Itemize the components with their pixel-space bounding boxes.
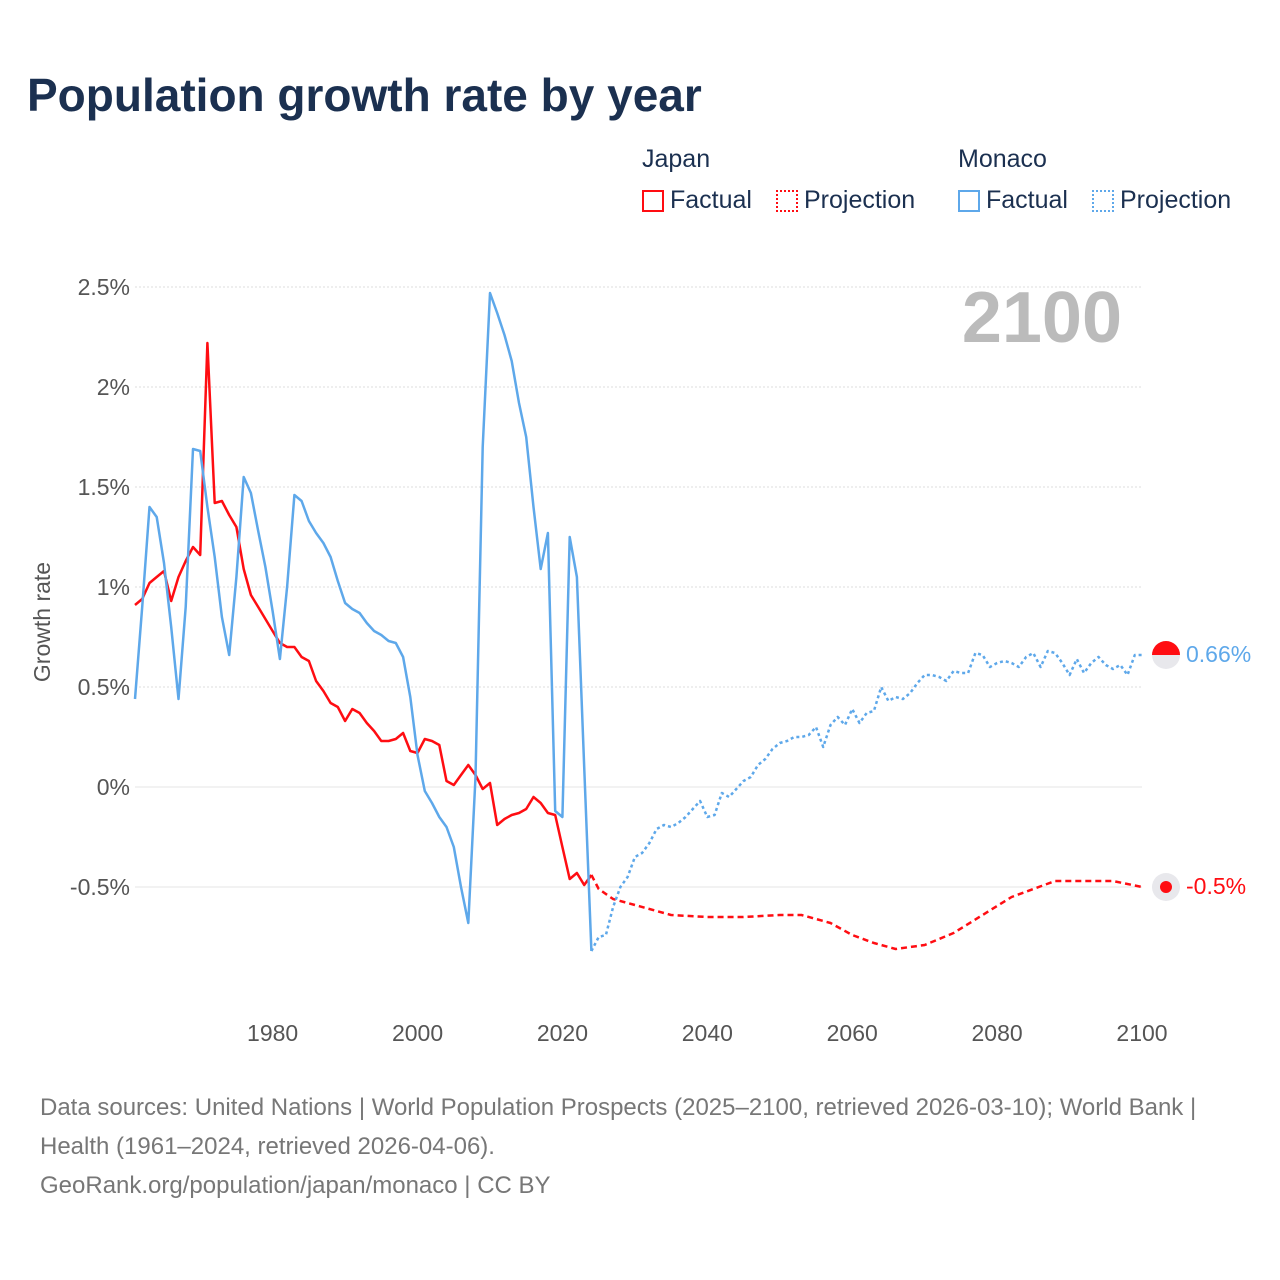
x-tick-label: 2100 xyxy=(1116,1020,1167,1046)
y-tick-label: 0% xyxy=(97,774,130,800)
data-sources: Data sources: United Nations | World Pop… xyxy=(40,1094,1197,1160)
legend-monaco-factual[interactable]: Factual xyxy=(958,186,1068,215)
footer: Data sources: United Nations | World Pop… xyxy=(40,1088,1240,1205)
y-axis-label: Growth rate xyxy=(29,562,55,682)
chart-title: Population growth rate by year xyxy=(27,69,702,121)
y-tick-label: 1.5% xyxy=(78,474,130,500)
y-tick-label: 1% xyxy=(97,574,130,600)
monaco-factual-line xyxy=(133,291,593,952)
legend-monaco-projection[interactable]: Projection xyxy=(1092,186,1231,215)
y-tick-label: 0.5% xyxy=(78,674,130,700)
y-tick-label: -0.5% xyxy=(70,874,130,900)
x-tick-label: 2080 xyxy=(972,1020,1023,1046)
x-tick-label: 2040 xyxy=(682,1020,733,1046)
y-tick-label: 2.5% xyxy=(78,274,130,300)
legend-group-monaco: Monaco xyxy=(958,145,1047,173)
japan-end-marker xyxy=(1160,881,1172,893)
legend-label: Factual xyxy=(986,186,1068,214)
x-tick-label: 2020 xyxy=(537,1020,588,1046)
japan-factual-line xyxy=(134,341,593,887)
japan-projection-line xyxy=(590,874,1143,951)
legend-label: Projection xyxy=(804,186,916,214)
legend-label: Projection xyxy=(1120,186,1232,214)
x-tick-label: 2000 xyxy=(392,1020,443,1046)
japan-end-label: -0.5% xyxy=(1186,873,1246,899)
monaco-end-label: 0.66% xyxy=(1186,641,1251,667)
legend-label: Factual xyxy=(670,186,752,214)
attribution-link[interactable]: GeoRank.org/population/japan/monaco | CC… xyxy=(40,1172,551,1199)
monaco-projection-line xyxy=(590,649,1142,952)
x-tick-label: 2060 xyxy=(827,1020,878,1046)
y-tick-label: 2% xyxy=(97,374,130,400)
dotted-swatch-icon xyxy=(1092,189,1114,212)
legend-group-japan: Japan xyxy=(642,145,711,173)
solid-swatch-icon xyxy=(642,189,664,212)
legend-japan-projection[interactable]: Projection xyxy=(776,186,915,215)
legend-japan-factual[interactable]: Factual xyxy=(642,186,752,215)
x-tick-label: 1980 xyxy=(247,1020,298,1046)
solid-swatch-icon xyxy=(958,189,980,212)
japan-overlap-marker xyxy=(1152,641,1180,655)
dotted-swatch-icon xyxy=(776,189,798,212)
year-watermark: 2100 xyxy=(962,278,1122,358)
